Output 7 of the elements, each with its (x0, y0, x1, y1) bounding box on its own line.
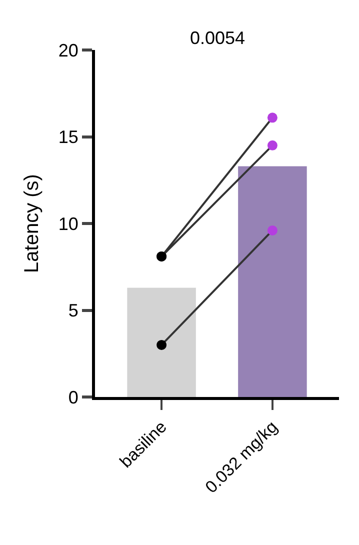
y-tick-label: 15 (58, 127, 78, 148)
text: 0.0054 (190, 28, 246, 48)
y-tick-label: 5 (68, 300, 78, 321)
y-tick-label: 20 (58, 40, 78, 60)
y-tick-label: 0 (68, 387, 78, 408)
y-tick-label: 10 (58, 214, 78, 234)
y-axis-title: Latency (s) (20, 174, 43, 273)
